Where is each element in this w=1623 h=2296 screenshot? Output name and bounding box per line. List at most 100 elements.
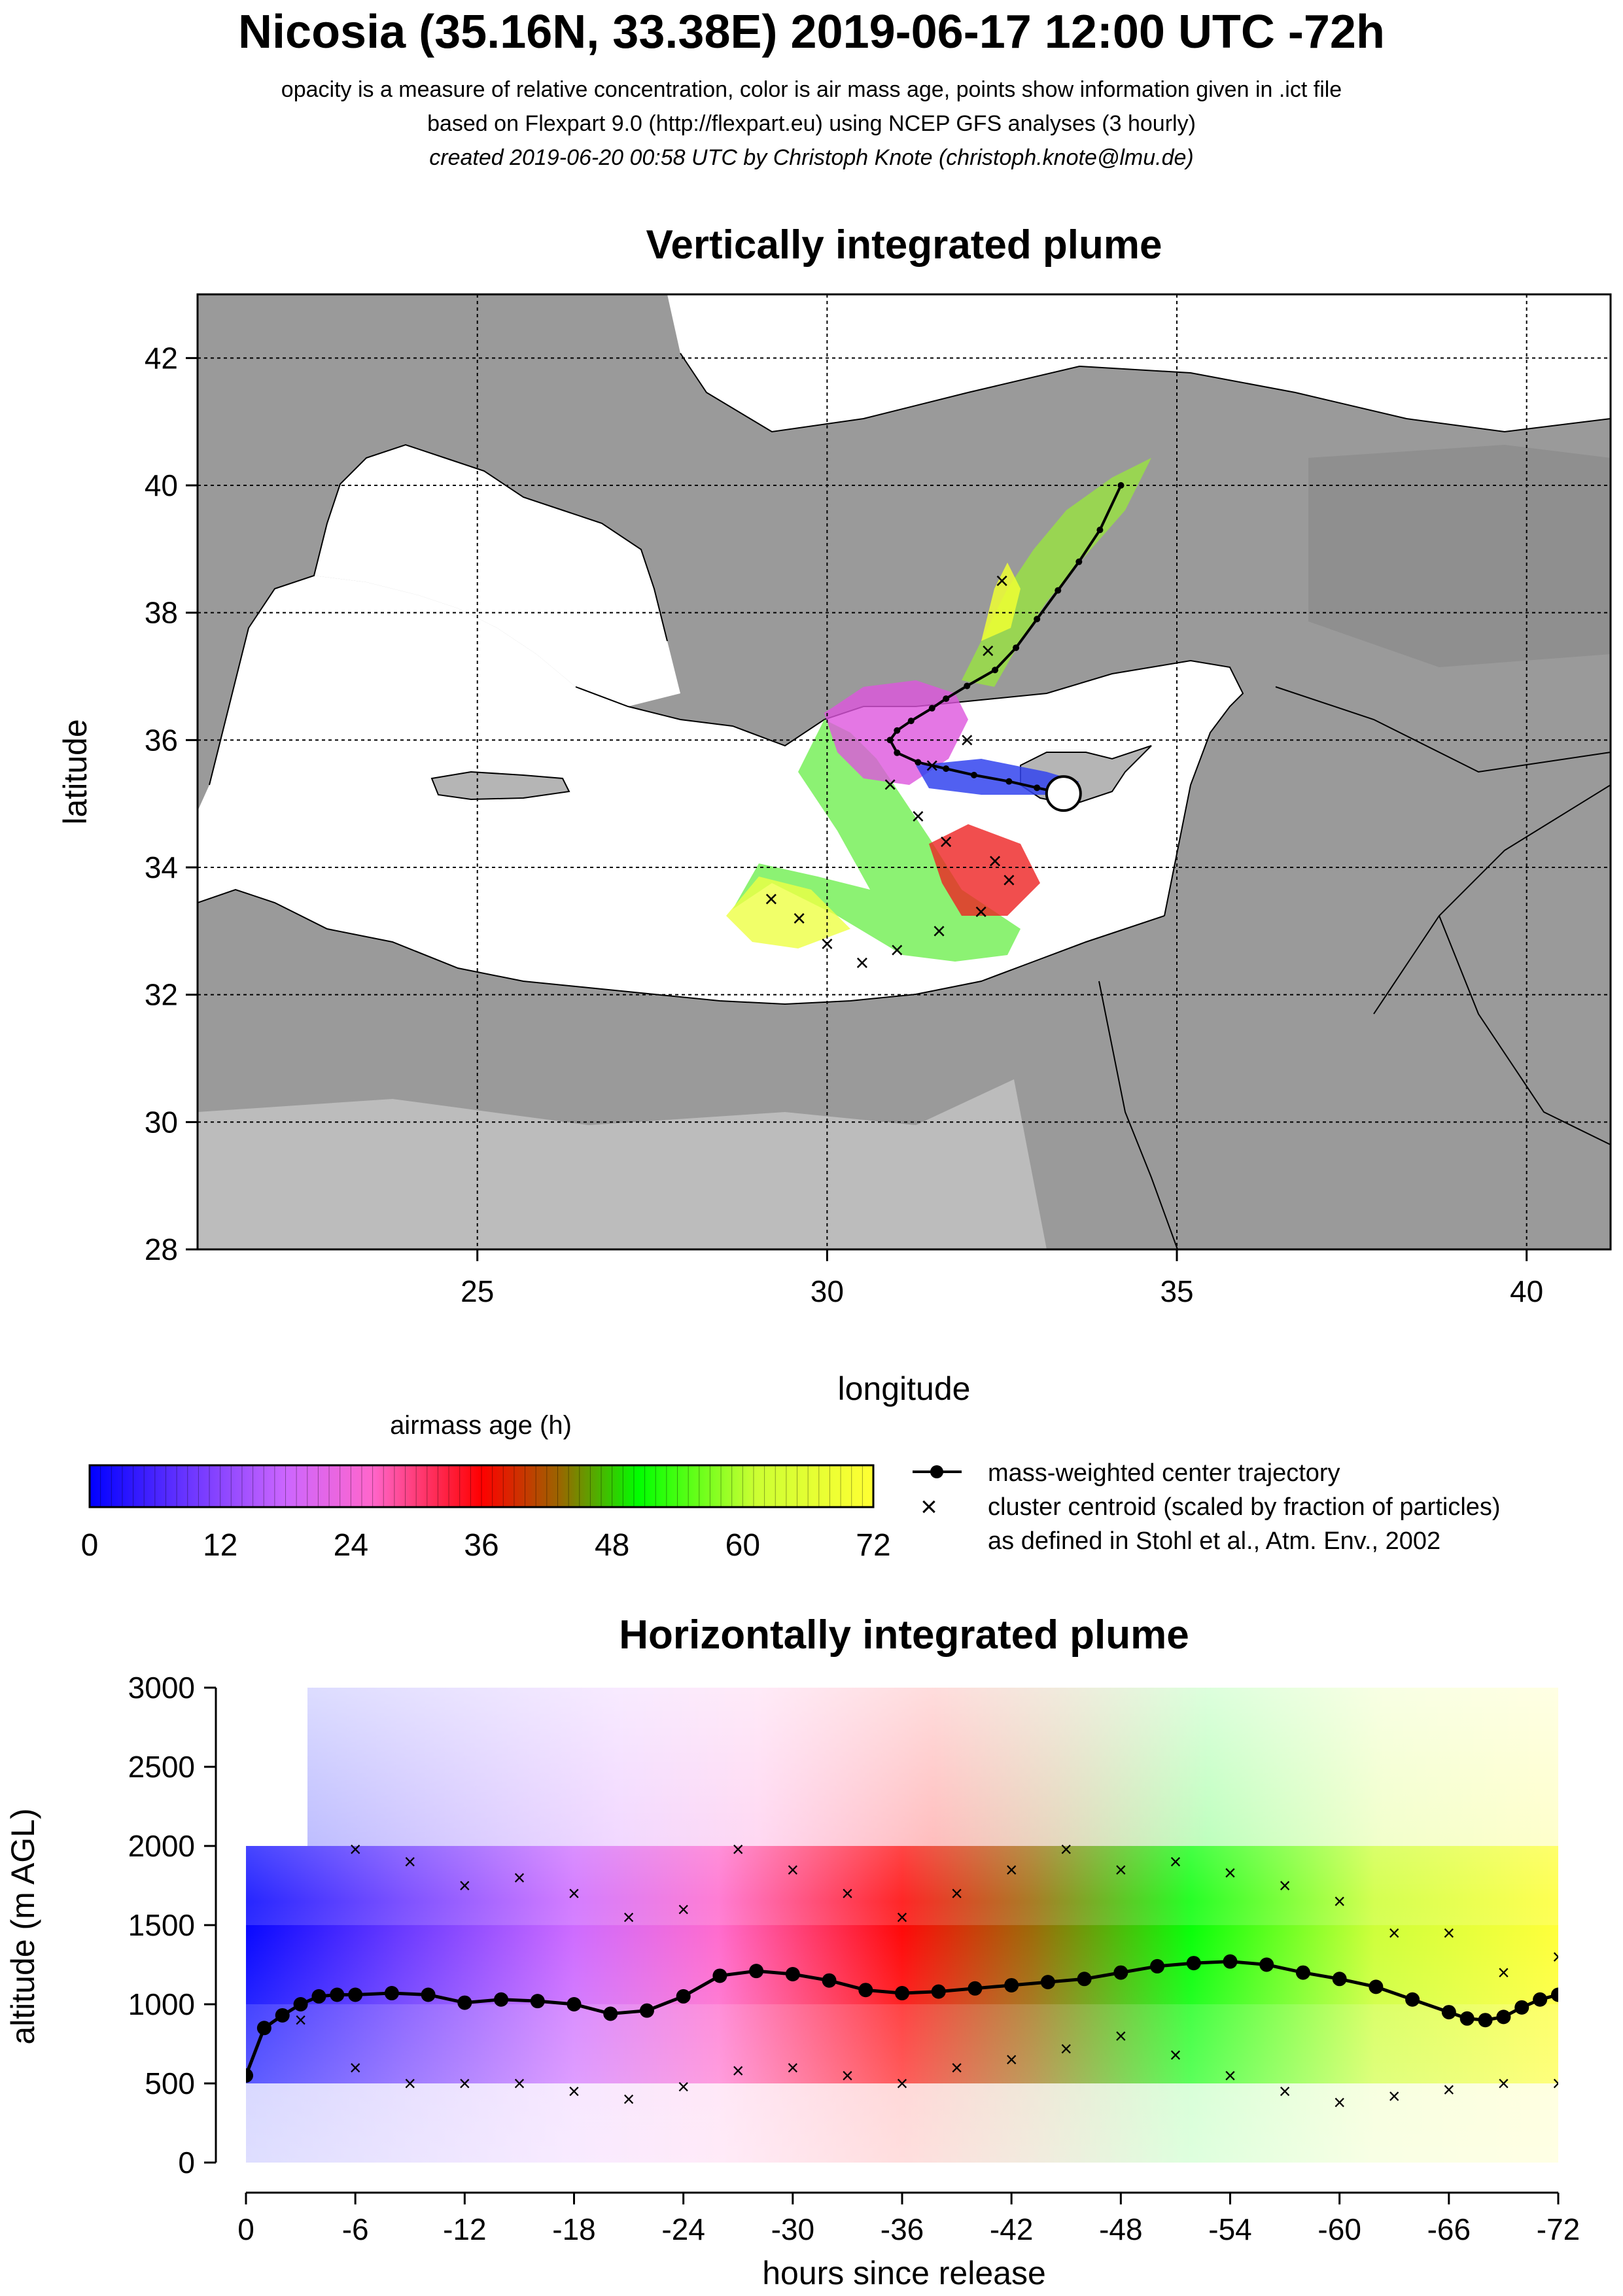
center-trajectory-point: [907, 718, 915, 725]
center-altitude-point: [311, 1989, 326, 2004]
center-altitude-point: [858, 1983, 873, 1998]
lower-cluster-marker: ×: [677, 2075, 689, 2098]
center-altitude-point: [1295, 1965, 1310, 1980]
altitude-band-fade: [246, 1688, 1558, 2163]
center-altitude-point: [1369, 1979, 1384, 1994]
altitude-x-tick-label: -54: [1208, 2212, 1251, 2246]
altitude-x-tick-label: -60: [1318, 2212, 1361, 2246]
altitude-x-tick-label: -48: [1099, 2212, 1142, 2246]
colorbar-tick-label: 60: [725, 1528, 760, 1563]
upper-cluster-marker: ×: [1552, 1945, 1565, 1968]
upper-cluster-marker: ×: [1115, 1858, 1127, 1881]
age-colorbar-segments: [100, 1465, 863, 1507]
map-y-label: latitude: [57, 719, 94, 824]
lower-cluster-marker: ×: [786, 2056, 799, 2079]
cluster-centroids-map: ×××× ××××××××××××: [764, 567, 1016, 976]
lower-cluster-marker: ×: [1333, 2091, 1346, 2114]
lower-cluster-marker: ×: [1005, 2048, 1018, 2072]
center-trajectory-point: [1034, 784, 1041, 791]
center-altitude-point: [1478, 2013, 1493, 2028]
center-altitude-point: [457, 1995, 472, 2010]
center-trajectory-point: [1075, 558, 1083, 565]
center-trajectory-point: [915, 759, 922, 766]
colorbar-tick-label: 12: [203, 1528, 237, 1563]
map-x-tick-label: 35: [1160, 1274, 1193, 1308]
upper-cluster-marker: ×: [1060, 1837, 1072, 1861]
map-y-tick-label: 42: [145, 341, 178, 375]
cluster-centroid-marker: ×: [911, 803, 925, 829]
center-altitude-point: [931, 1984, 946, 1999]
altitude-y-tick-label: 2500: [128, 1750, 195, 1784]
center-trajectory-point: [886, 737, 894, 744]
lower-cluster-marker: ×: [568, 2079, 580, 2103]
center-altitude-point: [822, 1973, 837, 1988]
map-x-axis: 25 30 35 40: [461, 1249, 1543, 1308]
svg-text:×: ×: [920, 1491, 937, 1523]
upper-cluster-marker: ×: [786, 1858, 799, 1881]
upper-cluster-marker: ×: [1388, 1921, 1401, 1945]
legend-cluster-label: cluster centroid (scaled by fraction of …: [988, 1493, 1501, 1521]
cluster-centroid-marker: ×: [855, 949, 869, 976]
center-altitude-point: [348, 1987, 363, 2002]
legend-center-label: mass-weighted center trajectory: [988, 1459, 1340, 1487]
upper-cluster-marker: ×: [459, 1874, 471, 1898]
legend-cluster-note: as defined in Stohl et al., Atm. Env., 2…: [988, 1527, 1440, 1555]
subtitle-line-3: created 2019-06-20 00:58 UTC by Christop…: [429, 145, 1194, 170]
center-altitude-point: [1441, 2005, 1456, 2020]
center-altitude-point: [1405, 1992, 1420, 2007]
center-altitude-point: [785, 1967, 800, 1982]
center-altitude-point: [676, 1989, 691, 2004]
plume-yellow-arm: [726, 877, 850, 948]
upper-cluster-marker: ×: [732, 1837, 744, 1861]
center-altitude-point: [256, 2021, 271, 2036]
center-altitude-point: [1150, 1958, 1165, 1974]
lower-cluster-marker: ×: [951, 2056, 963, 2079]
center-trajectory-point: [1013, 644, 1020, 652]
upper-cluster-marker: ×: [1224, 1861, 1236, 1885]
map-y-tick-label: 32: [145, 978, 178, 1012]
lower-cluster-marker: ×: [294, 2008, 307, 2032]
center-altitude-point: [293, 1997, 308, 2011]
upper-cluster-marker: ×: [951, 1882, 963, 1905]
altitude-y-tick-label: 2000: [128, 1829, 195, 1863]
map-x-tick-label: 40: [1510, 1274, 1543, 1308]
cluster-centroid-marker: ×: [883, 771, 897, 797]
lower-cluster-marker: ×: [841, 2064, 854, 2087]
cluster-centroid-marker: ×: [988, 847, 1002, 874]
altitude-y-tick-label: 0: [178, 2146, 195, 2180]
center-altitude-point: [530, 1994, 545, 2009]
center-altitude-point: [1113, 1965, 1128, 1980]
cluster-centroid-marker: ×: [792, 905, 806, 931]
legend-center-trajectory: mass-weighted center trajectory: [913, 1459, 1340, 1487]
darker-land-patches: [1308, 445, 1611, 667]
age-colorbar-ticks: 0 12 24 36 48 60 72: [81, 1528, 891, 1563]
altitude-y-tick-label: 1000: [128, 1987, 195, 2021]
altitude-x-tick-label: 0: [237, 2212, 254, 2246]
subtitle-line-2: based on Flexpart 9.0 (http://flexpart.e…: [427, 111, 1196, 136]
plume-northeast-arm: [962, 458, 1151, 687]
center-trajectory-point: [992, 667, 999, 674]
map-y-tick-label: 38: [145, 596, 178, 630]
upper-cluster-marker: ×: [1442, 1921, 1455, 1945]
lower-cluster-marker: ×: [404, 2072, 416, 2095]
colorbar-tick-label: 36: [464, 1528, 498, 1563]
cluster-centroid-marker: ×: [925, 752, 939, 778]
upper-cluster-marker: ×: [677, 1898, 689, 1921]
center-altitude-point: [246, 2068, 253, 2083]
altitude-x-tick-label: -12: [443, 2212, 486, 2246]
altitude-y-axis: 0 500 1000 1500 2000 2500 3000: [128, 1671, 217, 2180]
center-altitude-point: [1551, 1987, 1558, 2002]
lower-cluster-marker: ×: [896, 2072, 909, 2095]
cluster-centroid-marker: ×: [960, 726, 974, 753]
center-altitude-point: [421, 1987, 436, 2002]
center-altitude-point: [749, 1964, 764, 1979]
upper-cluster-marker: ×: [349, 1837, 362, 1861]
colorbar-tick-label: 0: [81, 1528, 99, 1563]
center-trajectory-point: [928, 704, 935, 712]
center-altitude-point: [1496, 2009, 1511, 2025]
legend-cluster: × cluster centroid (scaled by fraction o…: [920, 1491, 1500, 1555]
center-altitude-point: [1004, 1977, 1019, 1992]
map-x-tick-label: 25: [461, 1274, 494, 1308]
altitude-x-tick-label: -66: [1427, 2212, 1471, 2246]
upper-cluster-marker: ×: [404, 1850, 416, 1873]
